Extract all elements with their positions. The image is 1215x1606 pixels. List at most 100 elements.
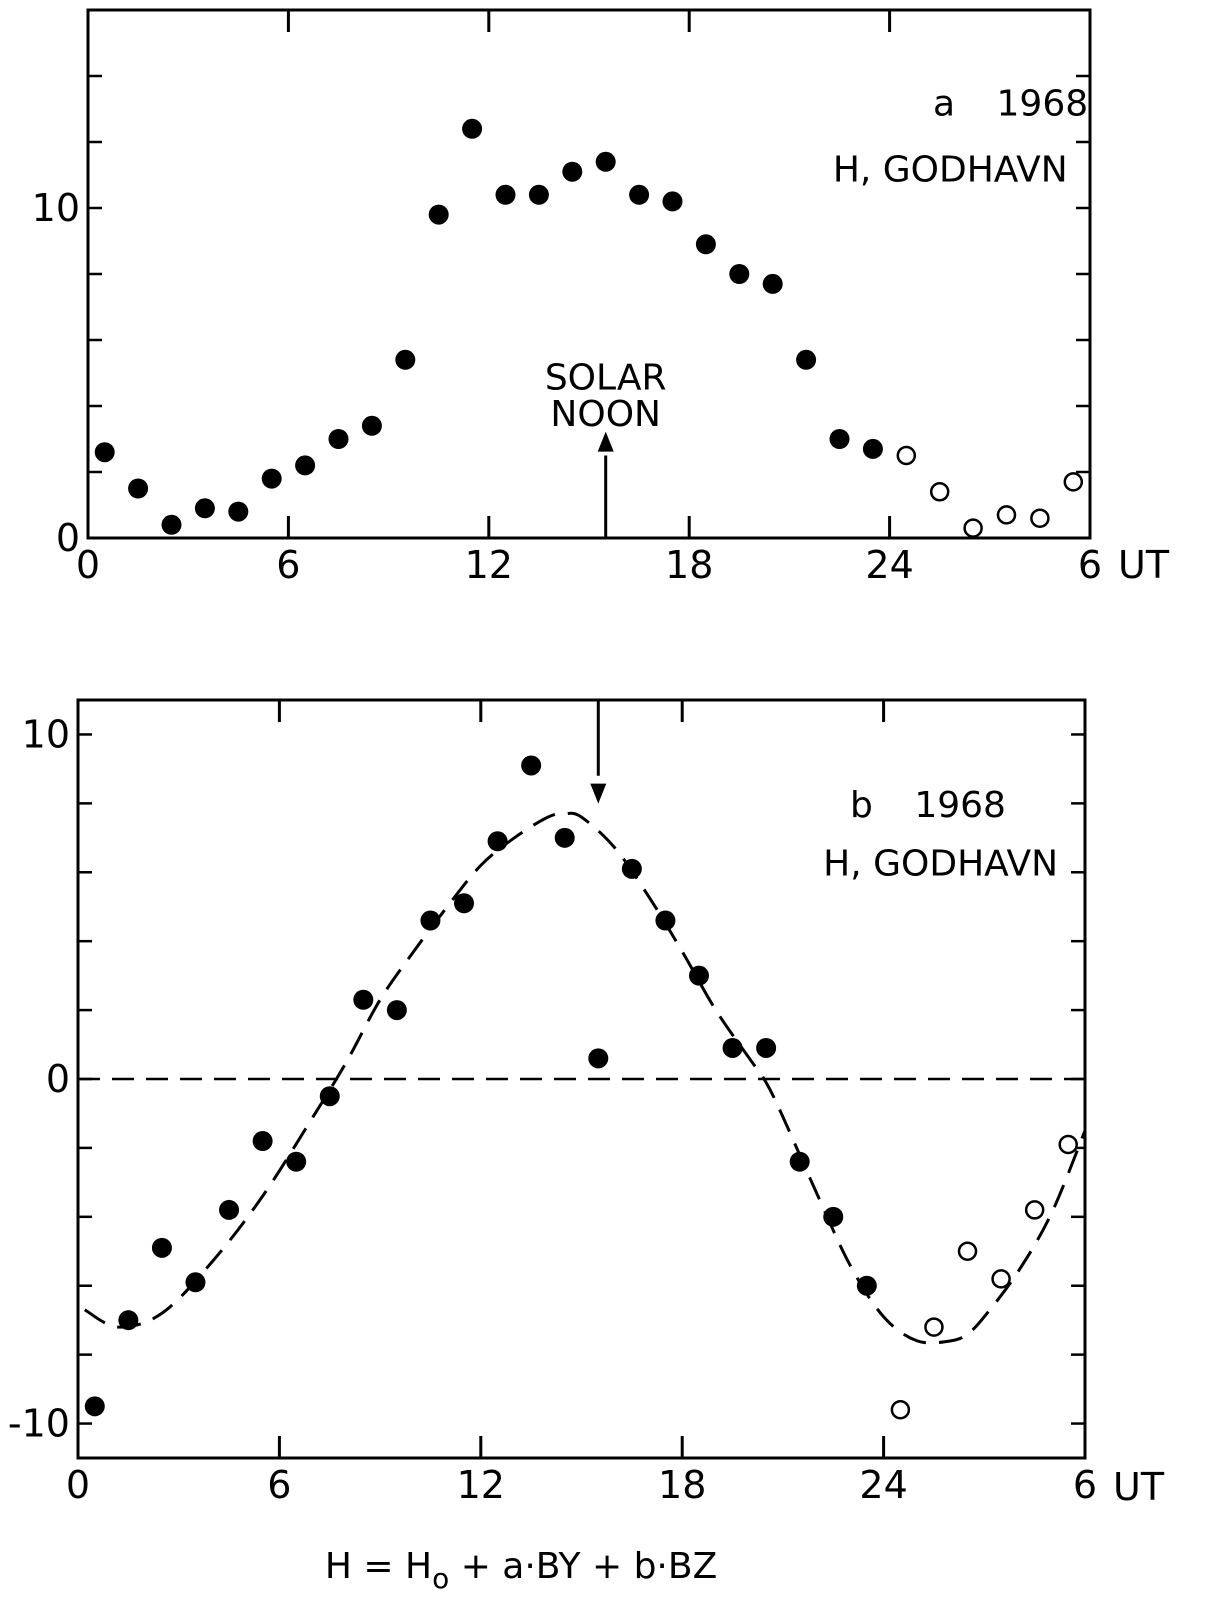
panel-a-y-tick-label: 0 (56, 516, 80, 560)
panel-a-component: H, GODHAVN (833, 150, 1068, 191)
panel-a-x-tick-label: 0 (76, 543, 100, 587)
panel-b-point-open (924, 1317, 944, 1337)
panel-a-point-filled (395, 349, 416, 370)
panel-a-point-filled (829, 429, 850, 449)
panel-b-point-open (1058, 1134, 1078, 1155)
panel-b-x-tick-label: 18 (658, 1463, 706, 1507)
panel-a-point-filled (295, 455, 316, 476)
formula-caption: H = Ho + a·BY + b·BZ (325, 1546, 717, 1595)
panel-a-point-open (1063, 472, 1084, 492)
panel-b-point-open (890, 1400, 911, 1420)
panel-a-point-filled (228, 501, 249, 522)
panel-a-point-filled (128, 478, 149, 499)
panel-a-point-filled (261, 468, 282, 489)
panel-a-point-open (929, 482, 950, 502)
panel-a-point-open (996, 505, 1017, 525)
panel-b-series (84, 755, 1078, 1420)
panel-a-x-tick-label: 24 (865, 543, 913, 587)
panel-a-series (94, 118, 1084, 538)
panel-b-point-filled (84, 1396, 105, 1417)
panel-a-point-filled (194, 498, 215, 519)
panel-b-title: b 1968 (850, 785, 1006, 826)
panel-b-point-filled (219, 1199, 240, 1220)
panel-a-point-filled (562, 161, 583, 182)
panel-b-point-filled (856, 1275, 877, 1296)
panel-b-point-filled (621, 858, 642, 879)
panel-b-x-unit: UT (1113, 1465, 1165, 1509)
panel-b-point-filled (151, 1237, 172, 1258)
panel-b-point-filled (789, 1151, 810, 1172)
panel-a-point-filled (361, 415, 382, 436)
panel-a-point-open (1030, 508, 1050, 528)
panel-a-ticks (86, 8, 1092, 540)
panel-b-x-tick-label: 24 (859, 1463, 907, 1507)
panel-a-y-tick-label: 10 (32, 186, 80, 230)
panel-b-point-filled (454, 893, 475, 914)
panel-b-point-filled (487, 831, 508, 852)
panel-a-point-filled (695, 234, 716, 255)
panel-b-point-filled (554, 827, 575, 848)
panel-b-point-filled (118, 1310, 139, 1331)
panel-b-point-filled (521, 755, 542, 776)
panel-b-y-tick-label: 0 (46, 1057, 70, 1101)
panel-a-point-filled (528, 184, 549, 205)
panel-b-year: 1968 (914, 785, 1006, 826)
panel-a-point-filled (629, 184, 650, 205)
panel-a-point-filled (462, 118, 483, 139)
panel-a-letter: a (933, 84, 955, 125)
chart-panel-b: 0 6 12 18 24 6 -10 0 10 b 1968 H, GODHAVN UT H =… (8, 698, 1165, 1595)
panel-b-point-filled (823, 1206, 844, 1227)
panel-b-point-open (991, 1269, 1011, 1289)
panel-a-point-filled (328, 429, 349, 449)
panel-a-x-tick-label: 18 (665, 543, 713, 587)
panel-b-point-filled (756, 1037, 777, 1058)
panel-b-x-tick-label: 12 (457, 1463, 505, 1507)
panel-a-point-filled (428, 204, 449, 225)
panel-b-point-filled (588, 1048, 609, 1069)
panel-b-point-filled (319, 1086, 340, 1107)
panel-a-point-filled (862, 438, 883, 459)
panel-b-x-tick-label: 6 (1073, 1463, 1097, 1507)
panel-a-x-tick-label: 6 (276, 543, 300, 587)
panel-a-point-filled (762, 273, 783, 294)
panel-a-x-tick-label: 6 (1078, 543, 1102, 587)
panel-a-point-filled (729, 264, 750, 284)
solar-noon-arrow-head (597, 431, 614, 452)
panel-a-point-filled (495, 184, 516, 205)
panel-a-point-open (963, 518, 983, 538)
panel-b-letter: b (850, 785, 873, 826)
panel-a-tick-labels: 0 6 12 18 24 6 0 10 (32, 186, 1102, 587)
panel-a-x-tick-label: 12 (465, 543, 513, 587)
panel-b-tick-labels: 0 6 12 18 24 6 -10 0 10 (8, 712, 1097, 1507)
panel-b-point-filled (386, 1000, 407, 1021)
panel-a-x-unit: UT (1118, 543, 1170, 587)
panel-a-point-filled (161, 514, 182, 535)
panel-b-point-filled (722, 1037, 743, 1058)
panel-b-point-filled (688, 965, 709, 986)
panel-a-point-open (896, 445, 917, 466)
panel-a-title: a 1968 (933, 84, 1088, 125)
formula-subscript: o (432, 1562, 449, 1595)
panel-b-component: H, GODHAVN (823, 844, 1058, 885)
panel-b-point-filled (655, 910, 676, 931)
panel-a-point-filled (796, 349, 817, 370)
panel-b-point-filled (420, 910, 441, 931)
chart-panel-a: 0 6 12 18 24 6 0 10 a 1968 H, GODHAVN SOLAR NOO… (32, 8, 1170, 587)
solar-noon-label-line2: NOON (550, 394, 661, 435)
panel-a-point-filled (94, 442, 115, 463)
formula-part-2: + a·BY + b·BZ (449, 1546, 717, 1587)
panel-a-year: 1968 (997, 84, 1089, 125)
panel-b-x-tick-label: 6 (267, 1463, 291, 1507)
panel-a-point-filled (662, 191, 683, 212)
panel-b-point-open (957, 1241, 978, 1262)
panel-b-y-tick-label: -10 (8, 1402, 70, 1446)
panel-b-point-open (1024, 1200, 1045, 1220)
panel-b-y-tick-label: 10 (22, 712, 70, 756)
panel-b-x-tick-label: 0 (66, 1463, 90, 1507)
panel-b-point-filled (185, 1272, 206, 1293)
solar-noon-label-line1: SOLAR (545, 358, 667, 399)
panel-b-point-filled (286, 1151, 307, 1172)
panel-b-point-filled (353, 989, 374, 1010)
formula-part-1: H = H (325, 1546, 432, 1587)
